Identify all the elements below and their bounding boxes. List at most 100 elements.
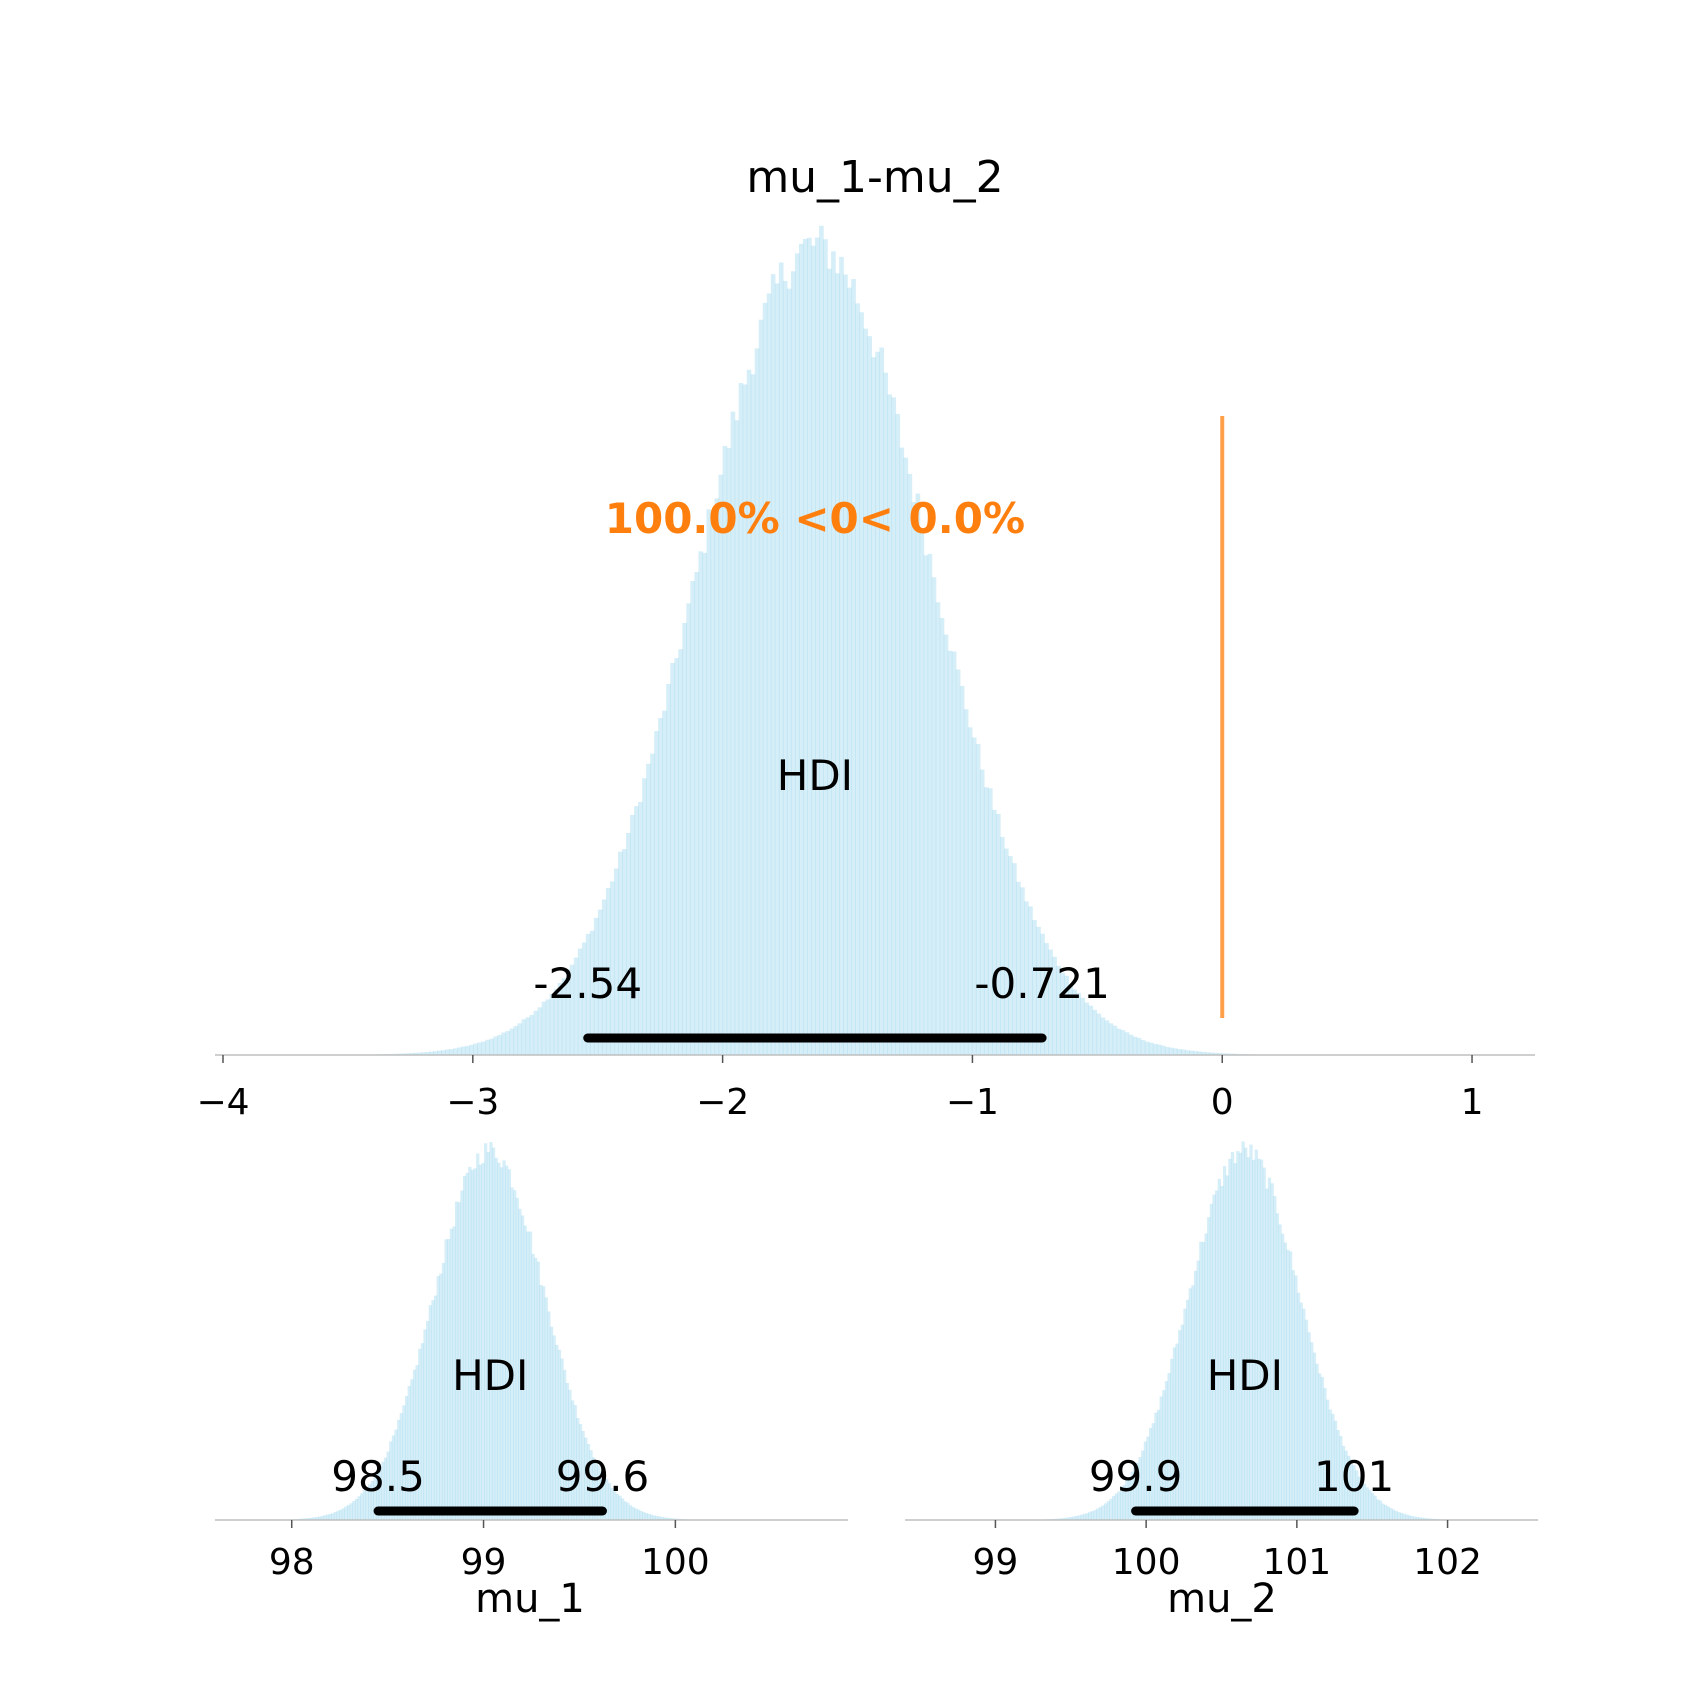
histogram-bar [706,509,712,1055]
histogram-bar [613,868,619,1055]
histogram-bar [433,1295,438,1520]
histogram-bar [1389,1508,1393,1520]
histogram-bar [887,394,893,1055]
histogram-bar [923,555,929,1055]
histogram-bar [444,1239,448,1520]
histogram-bar [770,274,776,1055]
x-tick-label: −3 [446,1082,499,1123]
histogram-bar [325,1514,330,1520]
histogram-bar [370,1480,374,1520]
histogram-bar [1349,1459,1354,1520]
histogram-bar [529,1014,535,1055]
histogram-bars-difference [292,225,1339,1056]
histogram-bar [577,948,583,1055]
x-tick-label: 1 [1461,1082,1484,1123]
histogram-bar [449,1049,454,1055]
histogram-bar [1154,1412,1158,1520]
histogram-bar [505,1031,511,1055]
histogram-bar [447,1239,451,1520]
histogram-bar [636,1509,641,1520]
histogram-bar [561,978,567,1055]
histogram-bar [360,1493,364,1520]
histogram-bar [1362,1483,1367,1520]
histogram-bar [618,851,623,1055]
histogram-bar [352,1500,356,1520]
histogram-bar [1421,1517,1425,1520]
histogram-bar [1213,1052,1218,1055]
histogram-bar [1068,984,1073,1055]
histogram-bar [541,1286,546,1520]
histogram-bar [549,993,555,1055]
histogram-bar [397,1419,401,1520]
histogram-bar [983,787,989,1055]
histogram-bar [1217,1178,1221,1520]
histogram-bar [686,603,691,1055]
histogram-bar [578,1424,583,1520]
hdi-lower-label-difference: -2.54 [533,959,642,1008]
histogram-bar [1172,1048,1178,1055]
histogram-bar [1036,926,1041,1055]
histogram-bar [639,1510,643,1520]
histogram-bar [678,649,683,1055]
histogram-bar [1221,1053,1226,1055]
histogram-bar [1236,1151,1240,1520]
histogram-bar [670,662,675,1055]
histogram-bar [310,1517,314,1520]
histogram-bar [1188,1050,1194,1055]
histogram-bar [455,1201,459,1520]
histogram-bar [1184,1050,1190,1055]
histogram-bar [1104,1503,1108,1520]
histogram-bar [1193,1270,1198,1520]
histogram-bar [819,225,824,1055]
histogram-bar [400,1053,406,1055]
histogram-bar [318,1516,322,1520]
histogram-bar [453,1048,458,1055]
histogram-bar [1052,956,1057,1055]
histogram-bar [1092,1009,1098,1055]
histogram-bar [1125,1479,1129,1520]
histogram-bar [654,731,659,1055]
histogram-bar [899,447,905,1055]
histogram-bar [569,964,575,1055]
histogram-bar [1069,1516,1074,1520]
histogram-bar [1109,1498,1113,1520]
histogram-bar [420,1343,425,1520]
histogram-bar [650,1514,654,1520]
histogram-bar [1044,943,1049,1055]
histogram-bar [1312,1352,1317,1520]
x-tick-label: 100 [641,1542,710,1583]
histogram-bar [1048,949,1053,1055]
histogram-bar [576,1417,580,1520]
histogram-bar [931,577,937,1055]
histogram-bar [671,1518,675,1520]
histogram-bar [1075,1515,1079,1520]
histogram-bar [1278,1224,1282,1520]
histogram-bar [523,1225,527,1520]
histogram-bar [1135,1462,1140,1520]
x-axis-label-mu-2: mu_2 [1167,1576,1277,1622]
histogram-bar [408,1053,414,1055]
histogram-bar [1347,1455,1351,1520]
histogram-bar [493,1036,498,1055]
histogram-bar [1172,1347,1177,1520]
histogram-bar [501,1032,507,1055]
histogram-bar [1209,1052,1214,1055]
histogram-bar [404,1396,409,1520]
histogram-bar [1217,1053,1222,1055]
histogram-bar [1090,1511,1095,1520]
histogram-bar [1130,1471,1134,1520]
histogram-bar [1344,1450,1348,1520]
histogram-bar [1241,1141,1245,1520]
histogram-bar [560,1358,564,1520]
histogram-bar [518,1208,522,1520]
histogram-bar [304,1518,309,1520]
histogram-bar [1392,1509,1396,1520]
histogram-bar [1180,1049,1186,1055]
histogram-bar [1281,1233,1285,1520]
x-tick-label: 101 [1262,1542,1331,1583]
histogram-bar [594,1462,598,1520]
histogram-bar [489,1038,494,1055]
hdi-upper-label-mu-2: 101 [1314,1452,1394,1501]
histogram-bar [1296,1292,1301,1520]
histogram-bar [1162,1390,1166,1520]
